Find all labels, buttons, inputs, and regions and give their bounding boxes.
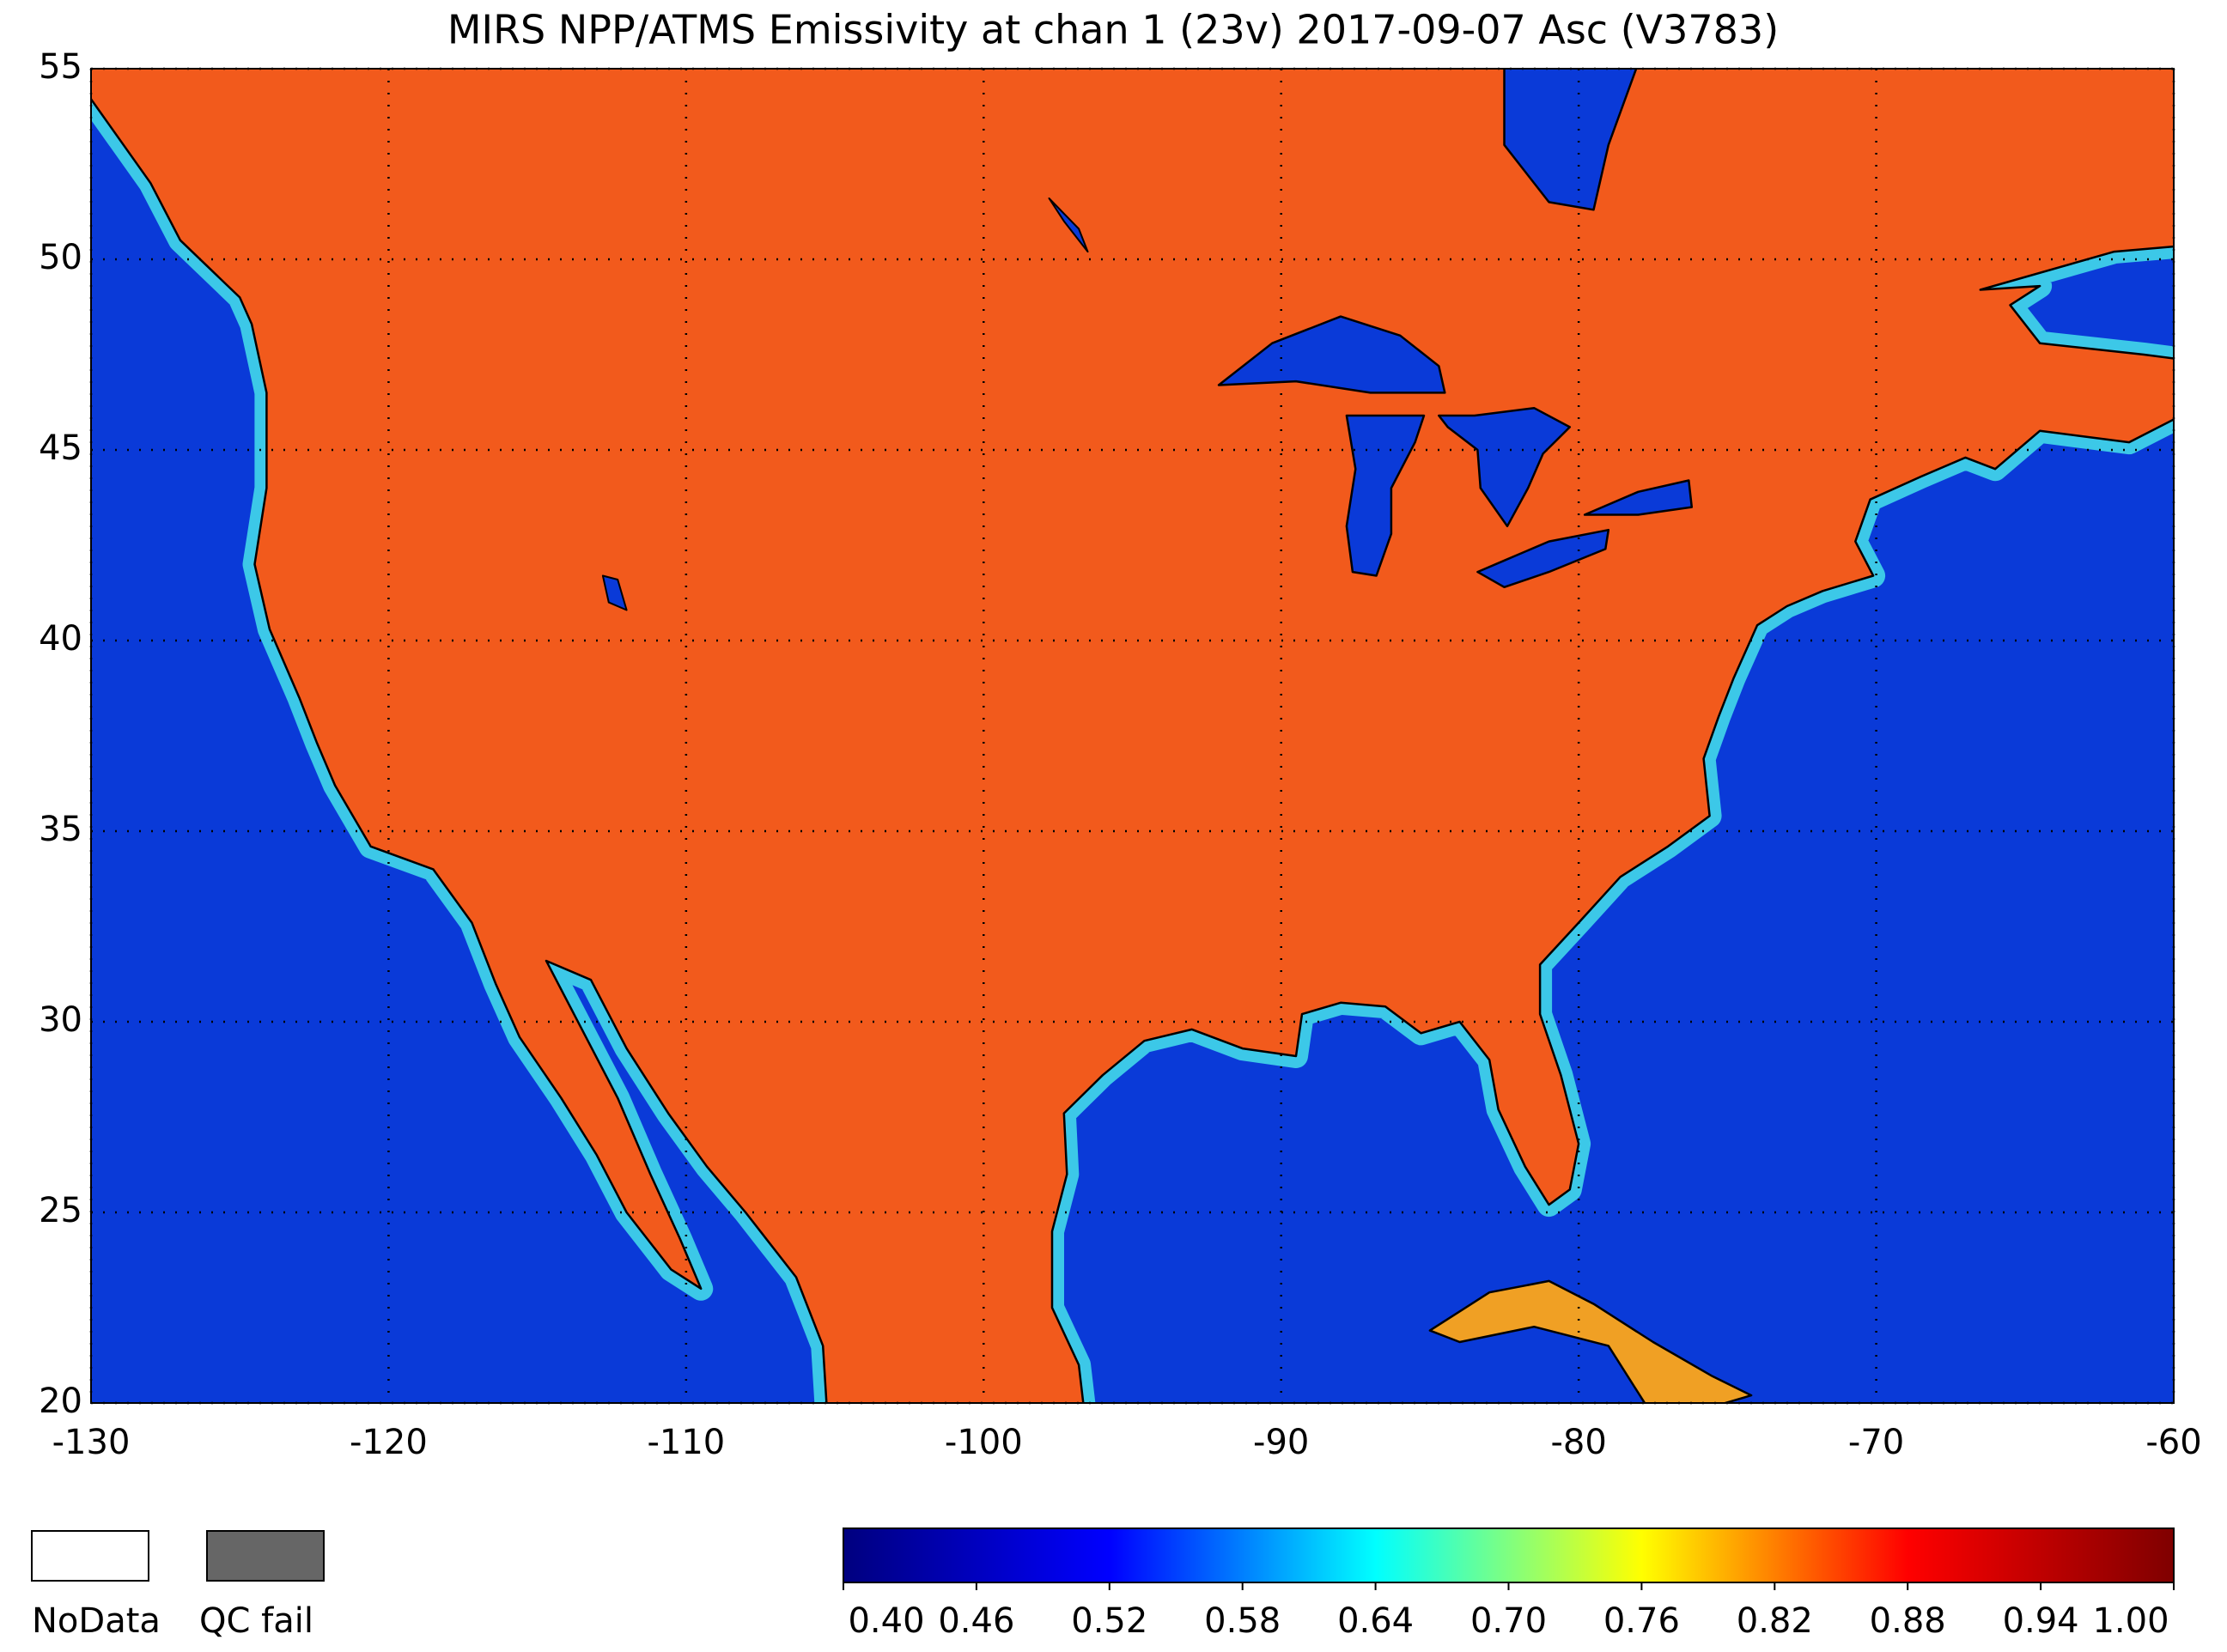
y-tick-label: 30 — [39, 1000, 82, 1040]
nodata-swatch — [31, 1530, 149, 1582]
x-tick-label: -60 — [2145, 1423, 2201, 1462]
lake — [1583, 479, 1694, 516]
legend-label: QC fail — [199, 1601, 313, 1641]
colorbar-tick-label: 0.40 — [848, 1601, 924, 1641]
island — [1428, 1279, 1753, 1403]
x-tick-label: -80 — [1550, 1423, 1606, 1462]
y-tick-label: 25 — [39, 1191, 82, 1230]
colorbar-tick-label: 0.52 — [1071, 1601, 1147, 1641]
lake — [1476, 528, 1610, 589]
map-area — [91, 69, 2174, 1487]
y-tick-label: 45 — [39, 428, 82, 468]
x-tick-label: -110 — [647, 1423, 725, 1462]
colorbar-tick-label: 0.82 — [1737, 1601, 1813, 1641]
lake — [601, 574, 628, 611]
lake — [1438, 406, 1572, 528]
lake — [1048, 197, 1089, 253]
y-tick-label: 35 — [39, 810, 82, 849]
y-tick-label: 50 — [39, 238, 82, 277]
colorbar-tick-label: 1.00 — [2092, 1601, 2169, 1641]
colorbar-tick-label: 0.88 — [1870, 1601, 1946, 1641]
colorbar — [843, 1527, 2175, 1583]
y-tick-label: 40 — [39, 619, 82, 659]
qcfail-swatch — [206, 1530, 325, 1582]
x-tick-label: -100 — [945, 1423, 1023, 1462]
legend-label: NoData — [32, 1601, 161, 1641]
colorbar-tick-label: 0.58 — [1204, 1601, 1281, 1641]
bay — [1503, 69, 1638, 211]
lake — [1345, 414, 1426, 577]
x-tick-label: -70 — [1848, 1423, 1904, 1462]
island — [1629, 1461, 1689, 1487]
title: MIRS NPP/ATMS Emissivity at chan 1 (23v)… — [447, 7, 1779, 53]
land — [91, 69, 2174, 1403]
colorbar-tick-label: 0.46 — [938, 1601, 1014, 1641]
y-tick-label: 55 — [39, 47, 82, 87]
map-frame — [90, 68, 2175, 1404]
colorbar-tick-label: 0.64 — [1337, 1601, 1414, 1641]
x-tick-label: -130 — [52, 1423, 131, 1462]
y-tick-label: 20 — [39, 1382, 82, 1421]
x-tick-label: -90 — [1253, 1423, 1309, 1462]
colorbar-tick-label: 0.76 — [1603, 1601, 1680, 1641]
lake — [1217, 315, 1446, 394]
colorbar-tick-label: 0.70 — [1470, 1601, 1547, 1641]
colorbar-tick-label: 0.94 — [2003, 1601, 2079, 1641]
x-tick-label: -120 — [350, 1423, 428, 1462]
